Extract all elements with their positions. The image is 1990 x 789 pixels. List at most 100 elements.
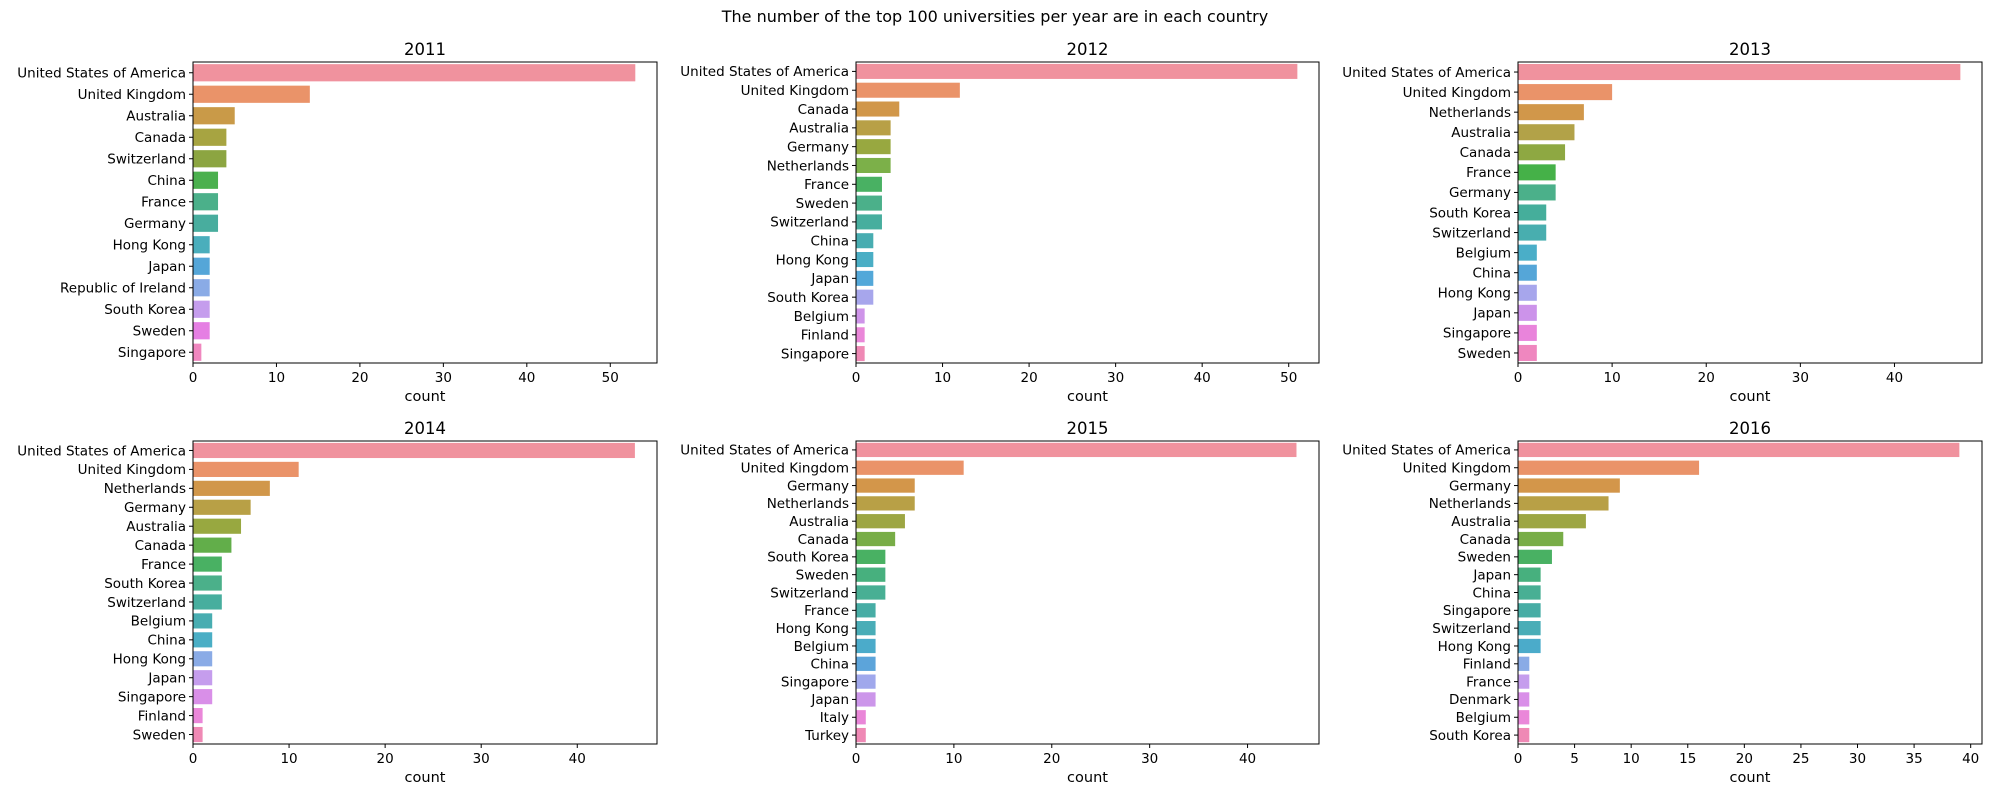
y-tick-label: Switzerland bbox=[1432, 621, 1511, 637]
y-tick-label: Germany bbox=[787, 139, 849, 155]
y-tick-label: Singapore bbox=[781, 346, 849, 362]
bar-germany bbox=[1518, 184, 1556, 201]
bar-canada bbox=[1518, 531, 1564, 547]
y-tick-label: Netherlands bbox=[1429, 105, 1511, 121]
figure-title: The number of the top 100 universities p… bbox=[721, 7, 1269, 26]
bar-switzerland bbox=[1518, 621, 1541, 636]
x-tick-label: 0 bbox=[852, 370, 861, 386]
x-tick-label: 20 bbox=[1698, 370, 1715, 386]
x-axis-label: count bbox=[1730, 770, 1771, 786]
bar-netherlands bbox=[856, 157, 891, 173]
y-tick-label: Japan bbox=[810, 692, 849, 708]
y-tick-label: South Korea bbox=[1429, 205, 1511, 221]
panel-title: 2014 bbox=[404, 419, 446, 438]
y-tick-label: United Kingdom bbox=[741, 83, 849, 99]
bar-belgium bbox=[856, 638, 876, 654]
bar-china bbox=[856, 233, 874, 249]
y-tick-label: Belgium bbox=[1456, 710, 1511, 726]
bar-australia bbox=[856, 514, 905, 529]
bar-united-states-of-america bbox=[856, 63, 1298, 79]
bar-canada bbox=[193, 128, 227, 146]
y-tick-label: Canada bbox=[1460, 145, 1511, 161]
bar-sweden bbox=[193, 322, 210, 340]
bar-finland bbox=[193, 708, 203, 724]
bar-finland bbox=[856, 327, 865, 343]
axes-frame bbox=[192, 61, 658, 364]
x-tick-label: 40 bbox=[569, 751, 586, 767]
y-tick-label: Australia bbox=[126, 109, 186, 125]
y-tick-label: Germany bbox=[1449, 478, 1511, 494]
bar-united-states-of-america bbox=[193, 442, 635, 459]
y-tick-label: Australia bbox=[789, 121, 849, 137]
bar-singapore bbox=[856, 346, 865, 362]
y-tick-label: Finland bbox=[1463, 657, 1511, 673]
bar-france bbox=[193, 556, 222, 572]
x-tick-label: 0 bbox=[189, 751, 198, 767]
y-tick-label: Netherlands bbox=[104, 481, 186, 497]
y-tick-label: China bbox=[147, 173, 186, 189]
y-tick-label: Canada bbox=[798, 102, 849, 118]
bar-belgium bbox=[856, 308, 865, 324]
y-tick-label: Belgium bbox=[794, 309, 849, 325]
bar-france bbox=[856, 603, 876, 618]
x-tick-label: 0 bbox=[1514, 370, 1523, 386]
y-tick-label: Germany bbox=[1449, 185, 1511, 201]
y-tick-label: Sweden bbox=[1458, 346, 1511, 362]
y-tick-label: China bbox=[1472, 266, 1511, 282]
bar-netherlands bbox=[193, 480, 270, 496]
y-tick-label: France bbox=[141, 195, 186, 211]
bar-canada bbox=[1518, 144, 1566, 161]
y-tick-label: Turkey bbox=[804, 728, 849, 744]
bar-germany bbox=[856, 478, 915, 493]
chart-panel-2013: United States of America United Kingdom Ne… bbox=[1342, 40, 1983, 405]
bar-germany bbox=[193, 214, 219, 232]
y-tick-label: Germany bbox=[124, 216, 186, 232]
x-tick-label: 30 bbox=[435, 370, 452, 386]
x-tick-label: 20 bbox=[1043, 751, 1060, 767]
bar-canada bbox=[856, 531, 896, 547]
x-tick-label: 10 bbox=[280, 751, 297, 767]
panel-title: 2016 bbox=[1729, 419, 1771, 438]
bar-republic-of-ireland bbox=[193, 279, 210, 297]
y-tick-label: China bbox=[810, 234, 849, 250]
y-tick-label: United States of America bbox=[1342, 443, 1511, 459]
bar-singapore bbox=[193, 689, 213, 705]
y-tick-label: Hong Kong bbox=[113, 238, 186, 254]
bar-japan bbox=[193, 257, 210, 275]
x-tick-label: 20 bbox=[1736, 751, 1753, 767]
y-tick-label: Canada bbox=[798, 532, 849, 548]
y-tick-label: Canada bbox=[135, 538, 186, 554]
y-tick-label: United Kingdom bbox=[741, 461, 849, 477]
x-tick-label: 30 bbox=[473, 751, 490, 767]
y-tick-label: Australia bbox=[1451, 125, 1511, 141]
y-tick-label: United Kingdom bbox=[1403, 461, 1511, 477]
y-tick-label: Switzerland bbox=[1432, 225, 1511, 241]
chart-panel-2014: United States of America United Kingdom Ne… bbox=[17, 419, 658, 786]
y-tick-label: Japan bbox=[147, 671, 186, 687]
x-tick-label: 10 bbox=[268, 370, 285, 386]
bar-germany bbox=[1518, 478, 1620, 493]
chart-panel-2011: United States of America United Kingdom Au… bbox=[17, 40, 658, 405]
bar-singapore bbox=[1518, 324, 1537, 341]
y-tick-label: Canada bbox=[1460, 532, 1511, 548]
y-tick-label: China bbox=[810, 657, 849, 673]
bar-singapore bbox=[856, 674, 876, 689]
bar-denmark bbox=[1518, 692, 1530, 707]
y-tick-label: Sweden bbox=[1458, 550, 1511, 566]
bar-south-korea bbox=[856, 549, 886, 564]
y-tick-label: Denmark bbox=[1449, 692, 1511, 708]
y-tick-label: Netherlands bbox=[767, 496, 849, 512]
chart-panel-2012: United States of America United Kingdom Ca… bbox=[680, 40, 1320, 405]
y-tick-label: Belgium bbox=[794, 639, 849, 655]
y-tick-label: Switzerland bbox=[107, 595, 186, 611]
y-tick-label: France bbox=[1466, 165, 1511, 181]
x-tick-label: 10 bbox=[934, 370, 951, 386]
y-tick-label: Japan bbox=[1472, 306, 1511, 322]
axes-frame bbox=[1517, 440, 1983, 745]
bar-australia bbox=[193, 107, 235, 125]
bar-hong-kong bbox=[856, 252, 874, 268]
y-tick-label: Singapore bbox=[781, 674, 849, 690]
x-axis-label: count bbox=[405, 770, 446, 786]
y-tick-label: Sweden bbox=[133, 324, 186, 340]
bar-hong-kong bbox=[856, 621, 876, 636]
